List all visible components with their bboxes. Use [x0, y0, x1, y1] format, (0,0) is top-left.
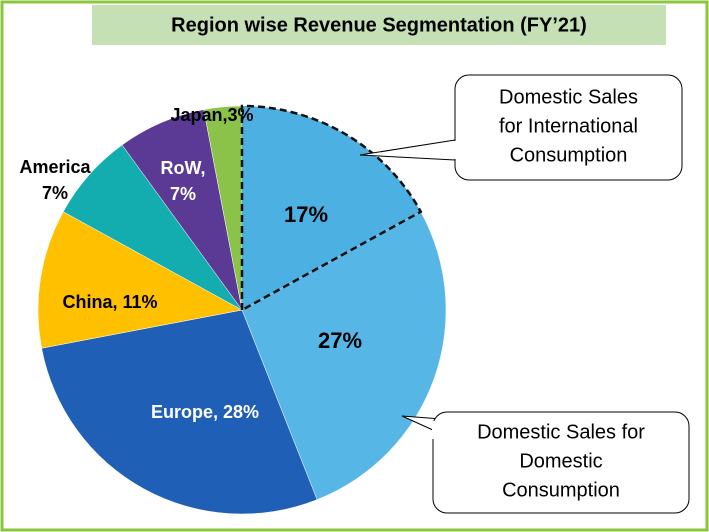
pie-slice [241, 211, 447, 500]
callout-pointer [359, 139, 456, 161]
callout-box [454, 74, 683, 181]
slice-label: Europe, 28% [151, 402, 259, 422]
title-box [92, 5, 666, 45]
slice-label: RoW, 7% [161, 158, 206, 204]
slice-label: America 7% [19, 157, 91, 203]
slice-label: 17% [284, 202, 328, 227]
slice-label: 27% [318, 328, 362, 353]
pie-slice [41, 309, 318, 515]
callout-text: Domestic Sales for Domestic Consumption [477, 422, 645, 502]
pie-slice [240, 104, 423, 313]
chart-title: Region wise Revenue Segmentation (FY’21) [171, 14, 587, 36]
callout-box [432, 411, 690, 514]
callout-join [454, 141, 457, 159]
slice-label: China, 11% [62, 292, 157, 312]
slice-label: Japan,3% [170, 105, 253, 125]
callout-text: Domestic Sales for International Consumpti… [499, 87, 638, 167]
callout-join [432, 421, 435, 439]
pie-slice [37, 211, 243, 349]
